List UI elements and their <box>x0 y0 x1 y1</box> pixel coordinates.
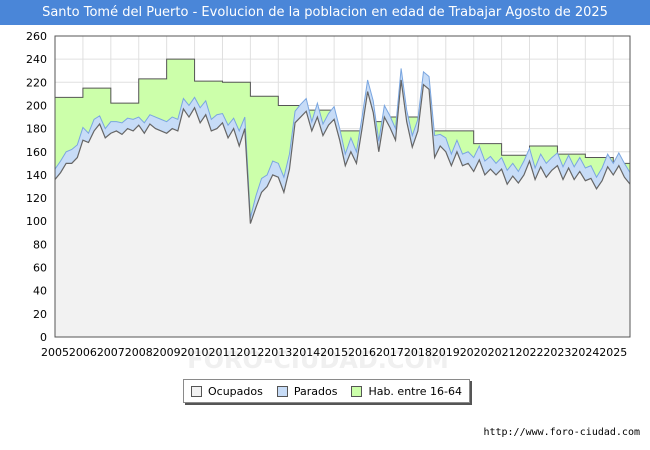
legend-item-hab[interactable]: Hab. entre 16-64 <box>351 385 462 398</box>
legend: Ocupados Parados Hab. entre 16-64 <box>183 379 470 403</box>
x-tick-label: 2006 <box>69 346 97 359</box>
y-tick-label: 140 <box>26 169 47 182</box>
x-tick-label: 2016 <box>348 346 376 359</box>
legend-swatch-hab <box>351 385 363 397</box>
x-tick-label: 2020 <box>460 346 488 359</box>
x-tick-label: 2019 <box>432 346 460 359</box>
legend-item-parados[interactable]: Parados <box>276 384 338 398</box>
ocupados-line <box>54 79 631 224</box>
axes: 0 20 40 60 80 100 120 140 160 180 200 220 240 260 2005… <box>26 30 631 359</box>
x-tick-label: 2025 <box>599 346 627 359</box>
ocupados-area <box>55 79 630 337</box>
y-tick-label: 160 <box>26 146 47 159</box>
legend-label-parados: Parados <box>293 384 338 398</box>
x-tick-label: 2008 <box>125 346 153 359</box>
x-tick-label: 2022 <box>516 346 544 359</box>
plot-frame <box>54 35 631 338</box>
y-tick-label: 260 <box>26 30 47 43</box>
y-tick-label: 180 <box>26 123 47 136</box>
legend-label-hab: Hab. entre 16-64 <box>368 384 462 398</box>
y-tick-label: 20 <box>33 308 47 321</box>
x-tick-label: 2014 <box>292 346 320 359</box>
legend-item-ocupados[interactable]: Ocupados <box>190 384 263 398</box>
y-tick-label: 100 <box>26 215 47 228</box>
x-tick-label: 2005 <box>41 346 69 359</box>
y-tick-label: 200 <box>26 99 47 112</box>
y-tick-label: 220 <box>26 76 47 89</box>
x-tick-label: 2009 <box>153 346 181 359</box>
x-tick-label: 2011 <box>208 346 236 359</box>
legend-swatch-parados <box>276 385 288 397</box>
x-tick-label: 2013 <box>264 346 292 359</box>
y-tick-label: 0 <box>40 331 47 344</box>
x-tick-label: 2010 <box>181 346 209 359</box>
y-tick-label: 120 <box>26 192 47 205</box>
y-tick-label: 240 <box>26 53 47 66</box>
y-tick-label: 80 <box>33 238 47 251</box>
x-tick-label: 2024 <box>571 346 599 359</box>
x-tick-label: 2007 <box>97 346 125 359</box>
x-tick-label: 2017 <box>376 346 404 359</box>
series-areas <box>54 58 631 338</box>
x-tick-label: 2023 <box>543 346 571 359</box>
source-link[interactable]: http://www.foro-ciudad.com <box>483 427 640 438</box>
chart-title: Santo Tomé del Puerto - Evolucion de la … <box>0 0 650 25</box>
y-tick-label: 60 <box>33 262 47 275</box>
x-tick-label: 2021 <box>488 346 516 359</box>
x-tick-label: 2015 <box>320 346 348 359</box>
x-tick-label: 2018 <box>404 346 432 359</box>
parados-line <box>54 68 631 218</box>
y-tick-label: 40 <box>33 285 47 298</box>
x-tick-label: 2012 <box>236 346 264 359</box>
legend-label-ocupados: Ocupados <box>207 384 263 398</box>
legend-swatch-ocupados <box>190 385 202 397</box>
watermark: FORO-CIUDAD.COM <box>187 346 449 374</box>
